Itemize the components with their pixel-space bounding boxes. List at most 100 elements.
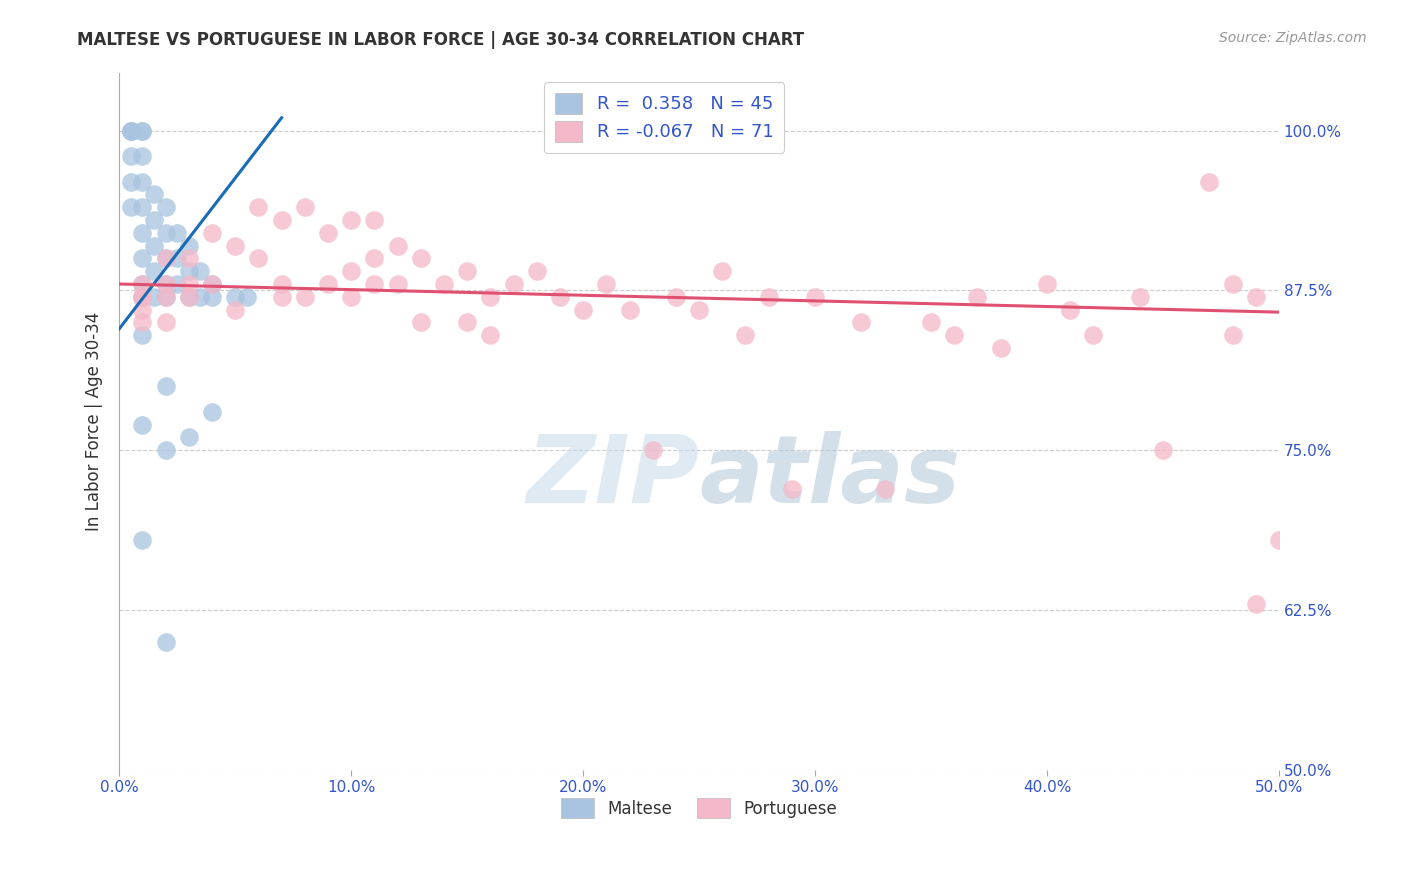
Point [247,252,270,266]
Point [294,290,316,304]
Point [177,430,200,444]
Point [387,277,409,291]
Point [224,302,246,317]
Point [143,238,166,252]
Point [131,252,153,266]
Point [456,315,478,329]
Point [433,277,456,291]
Point [409,315,432,329]
Point [120,175,142,189]
Point [363,277,385,291]
Point [131,417,153,432]
Point [120,200,142,214]
Point [166,277,188,291]
Point [1222,277,1244,291]
Point [201,290,224,304]
Point [155,635,177,649]
Point [155,443,177,458]
Point [316,226,339,240]
Legend: Maltese, Portuguese: Maltese, Portuguese [554,792,844,824]
Point [155,277,177,291]
Point [1244,597,1267,611]
Point [166,226,188,240]
Point [502,277,524,291]
Point [155,277,177,291]
Point [943,328,966,343]
Point [143,290,166,304]
Point [131,277,153,291]
Point [120,123,142,137]
Point [201,405,224,419]
Point [155,200,177,214]
Point [294,200,316,214]
Point [120,149,142,163]
Point [201,277,224,291]
Point [711,264,734,278]
Point [177,290,200,304]
Text: ZIP: ZIP [526,431,699,524]
Text: atlas: atlas [699,431,960,524]
Point [270,290,292,304]
Point [224,238,246,252]
Point [1268,533,1291,547]
Point [619,302,641,317]
Point [665,290,688,304]
Point [155,379,177,393]
Point [920,315,942,329]
Point [966,290,988,304]
Point [1129,290,1152,304]
Point [247,200,270,214]
Point [224,290,246,304]
Point [1152,443,1174,458]
Point [548,290,571,304]
Point [131,302,153,317]
Point [177,277,200,291]
Point [177,238,200,252]
Text: Source: ZipAtlas.com: Source: ZipAtlas.com [1219,31,1367,45]
Point [387,238,409,252]
Point [131,123,153,137]
Y-axis label: In Labor Force | Age 30-34: In Labor Force | Age 30-34 [86,312,103,531]
Point [1083,328,1105,343]
Point [120,123,142,137]
Point [155,226,177,240]
Point [131,290,153,304]
Point [131,290,153,304]
Point [131,200,153,214]
Point [456,264,478,278]
Point [734,328,756,343]
Point [1222,328,1244,343]
Point [688,302,710,317]
Point [131,277,153,291]
Point [131,226,153,240]
Point [595,277,617,291]
Point [131,533,153,547]
Point [236,290,259,304]
Point [758,290,780,304]
Point [166,252,188,266]
Point [131,149,153,163]
Point [270,213,292,227]
Point [143,264,166,278]
Point [177,252,200,266]
Point [479,328,502,343]
Point [363,252,385,266]
Point [990,341,1012,355]
Point [190,290,212,304]
Point [143,187,166,202]
Point [120,123,142,137]
Point [143,213,166,227]
Point [340,290,363,304]
Point [177,264,200,278]
Point [131,290,153,304]
Point [316,277,339,291]
Point [155,290,177,304]
Point [201,277,224,291]
Point [641,443,664,458]
Point [155,252,177,266]
Text: MALTESE VS PORTUGUESE IN LABOR FORCE | AGE 30-34 CORRELATION CHART: MALTESE VS PORTUGUESE IN LABOR FORCE | A… [77,31,804,49]
Point [526,264,548,278]
Point [270,277,292,291]
Point [131,328,153,343]
Point [155,290,177,304]
